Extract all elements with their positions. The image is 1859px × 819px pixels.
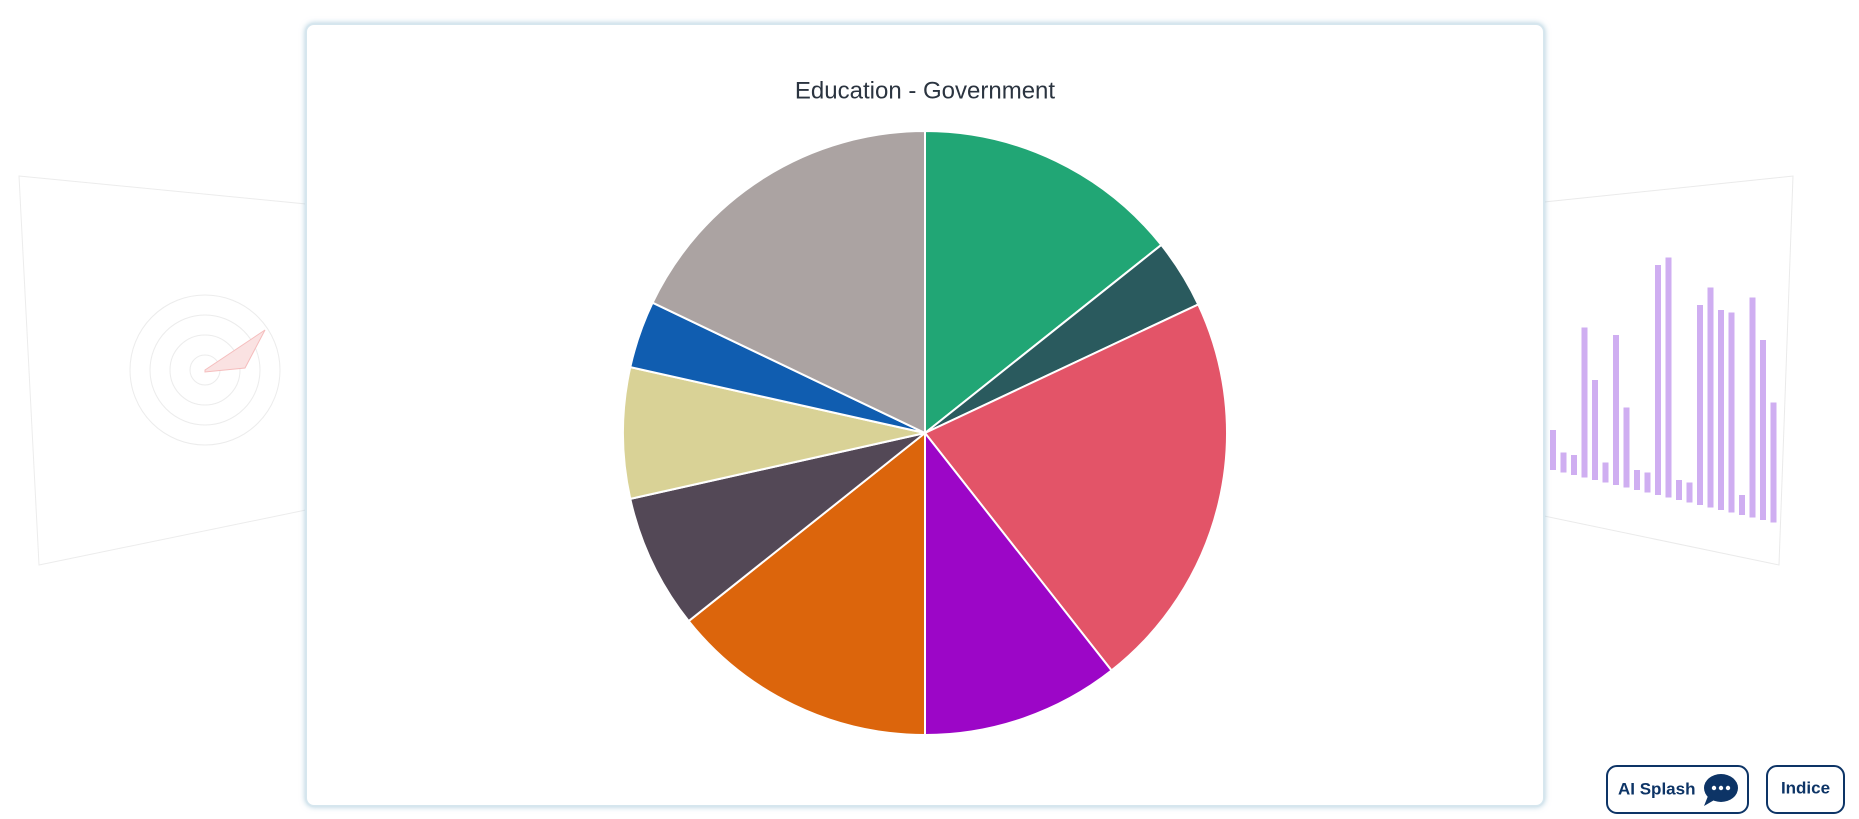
thumb-bar	[1602, 462, 1609, 483]
thumb-bar	[1571, 455, 1577, 475]
chat-icon	[1704, 774, 1738, 806]
thumb-bar	[1623, 407, 1630, 488]
button-label: Indice	[1781, 778, 1830, 797]
thumb-bar	[1665, 257, 1672, 498]
thumb-bar	[1644, 472, 1651, 493]
side-card-right[interactable]	[1543, 175, 1794, 566]
pie-slice	[687, 430, 926, 737]
indice-button[interactable]	[1766, 765, 1845, 814]
button-label: AI Splash	[1618, 779, 1695, 798]
thumb-bar	[1707, 287, 1714, 508]
thumb-bar	[1760, 340, 1766, 520]
radar-area	[204, 329, 266, 373]
pie-slice	[629, 432, 926, 623]
thumb-bar	[1770, 402, 1777, 523]
thumb-bar	[1718, 310, 1724, 510]
thumb-bar	[1550, 430, 1556, 470]
pie-slice	[924, 430, 1113, 737]
thumb-bar	[1749, 297, 1756, 518]
pie-slice	[924, 129, 1163, 436]
pie-slice	[923, 303, 1228, 672]
pie-slice	[622, 365, 926, 501]
thumb-bar	[1592, 380, 1598, 480]
thumb-bar	[1560, 452, 1567, 473]
card-frame	[18, 175, 307, 566]
side-card-left[interactable]	[18, 175, 307, 566]
pie-slice	[651, 129, 926, 435]
thumb-bar	[1739, 495, 1745, 515]
thumb-bar	[1613, 335, 1619, 485]
thumb-bar	[1728, 312, 1735, 513]
pie	[622, 129, 1228, 737]
bar-thumbnails	[1550, 257, 1777, 523]
thumb-bar	[1634, 470, 1640, 490]
thumb-bar	[1697, 305, 1703, 505]
chart-title: Education - Government	[795, 77, 1055, 104]
thumb-bar	[1686, 482, 1693, 503]
thumb-bar	[1655, 265, 1661, 495]
thumb-bar	[1676, 480, 1682, 500]
thumb-bar	[1581, 327, 1588, 478]
